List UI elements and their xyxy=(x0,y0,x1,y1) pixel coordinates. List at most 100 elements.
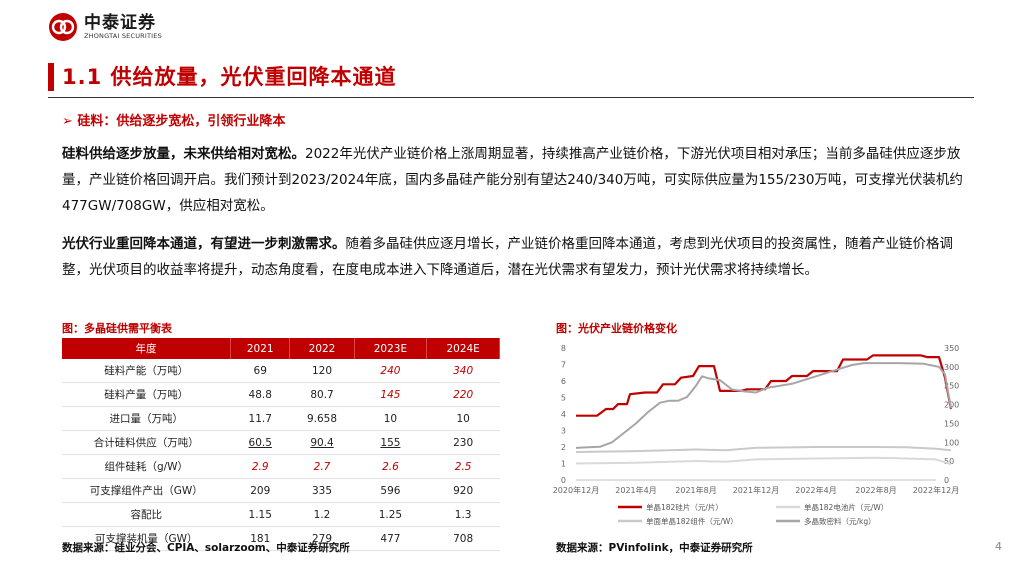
y-left-tick-label: 6 xyxy=(561,377,566,386)
table-source: 数据来源：硅业分会、CPIA、solarzoom、中泰证券研究所 xyxy=(62,542,350,554)
table-cell: 596 xyxy=(354,478,427,503)
y-left-tick-label: 4 xyxy=(561,410,566,419)
table-cell: 279 xyxy=(289,526,355,551)
table-cell: 2.5 xyxy=(426,454,500,479)
table-cell: 920 xyxy=(426,478,500,503)
table-cell: 230 xyxy=(426,430,500,455)
table-cell: 477 xyxy=(354,526,427,551)
table-cell: 209 xyxy=(230,478,290,503)
table-cell: 240 xyxy=(354,359,427,383)
paragraph-2-text: 随着多晶硅供应逐月增长，产业链价格重回降本通道，考虑到光伏项目的投资属性，随着产… xyxy=(62,236,953,278)
legend-label: 多晶致密料（元/kg） xyxy=(804,516,876,526)
title-divider xyxy=(48,97,974,98)
table-cell: 硅料产能（万吨） xyxy=(62,359,231,383)
zhongtai-logo-icon xyxy=(49,13,77,41)
supply-demand-table: 年度 2021 2022 2023E 2024E 硅料产能（万吨） 69 120… xyxy=(62,338,500,551)
table-cell: 1.25 xyxy=(354,502,427,527)
table-cell: 220 xyxy=(426,382,500,407)
title-accent-bar xyxy=(48,63,54,91)
y-left-tick-label: 8 xyxy=(561,344,566,353)
paragraph-2-lead: 光伏行业重回降本通道，有望进一步刺激需求。 xyxy=(62,236,346,252)
table-cell: 120 xyxy=(289,359,355,383)
table-cell: 组件硅耗（g/W） xyxy=(62,454,231,479)
table-cell: 10 xyxy=(426,406,500,431)
y-left-tick-label: 7 xyxy=(561,361,566,370)
y-right-tick-label: 0 xyxy=(944,476,949,485)
x-tick-label: 2021年8月 xyxy=(675,485,716,495)
table-cell: 48.8 xyxy=(230,382,290,407)
paragraph-1-lead: 硅料供给逐步放量，未来供给相对宽松。 xyxy=(62,146,305,162)
chart-caption: 图：光伏产业链价格变化 xyxy=(556,322,677,335)
table-cell: 10 xyxy=(354,406,427,431)
series-line xyxy=(575,446,952,453)
table-row: 硅料产能（万吨） 69 120 240 340 xyxy=(62,359,500,383)
legend-label: 单晶182电池片（元/W） xyxy=(804,502,888,512)
table-row: 合计硅料供应（万吨） 60.5 90.4 155 230 xyxy=(62,430,500,455)
table-header-cell: 2022 xyxy=(289,338,355,359)
table-cell: 1.2 xyxy=(289,502,355,527)
table-cell: 60.5 xyxy=(230,430,290,455)
table-row: 进口量（万吨） 11.7 9.658 10 10 xyxy=(62,406,500,431)
y-right-tick-label: 250 xyxy=(944,382,959,391)
x-tick-label: 2020年12月 xyxy=(553,485,600,495)
x-tick-label: 2021年4月 xyxy=(615,485,656,495)
y-right-tick-label: 50 xyxy=(944,457,954,466)
company-logo: 中泰证券 ZHONGTAI SECURITIES xyxy=(48,12,162,42)
logo-cn-text: 中泰证券 xyxy=(84,12,156,33)
table-header-row: 年度 2021 2022 2023E 2024E xyxy=(62,338,500,359)
table-cell: 155 xyxy=(354,430,427,455)
table-cell: 可支撑装机量（GW） xyxy=(62,526,231,551)
table-cell: 2.9 xyxy=(230,454,290,479)
x-tick-label: 2022年12月 xyxy=(913,485,960,495)
table-row: 容配比 1.15 1.2 1.25 1.3 xyxy=(62,502,500,527)
chart-source: 数据来源：PVinfolink，中泰证券研究所 xyxy=(556,542,753,554)
table-cell: 708 xyxy=(426,526,500,551)
table-cell: 11.7 xyxy=(230,406,290,431)
table-cell: 9.658 xyxy=(289,406,355,431)
table-header-cell: 年度 xyxy=(62,338,231,359)
x-tick-label: 2022年8月 xyxy=(855,485,896,495)
y-left-tick-label: 5 xyxy=(561,394,566,403)
y-right-tick-label: 100 xyxy=(944,438,959,447)
table-cell: 181 xyxy=(230,526,290,551)
table-cell: 1.15 xyxy=(230,502,290,527)
table-row: 硅料产量（万吨） 48.8 80.7 145 220 xyxy=(62,382,500,407)
table-cell: 90.4 xyxy=(289,430,355,455)
table-cell: 容配比 xyxy=(62,502,231,527)
table-cell: 2.6 xyxy=(354,454,427,479)
y-right-tick-label: 350 xyxy=(944,344,959,353)
table-row: 可支撑组件产出（GW） 209 335 596 920 xyxy=(62,478,500,503)
y-right-tick-label: 200 xyxy=(944,401,959,410)
paragraph-2: 光伏行业重回降本通道，有望进一步刺激需求。随着多晶硅供应逐月增长，产业链价格重回… xyxy=(62,231,972,283)
y-left-tick-label: 3 xyxy=(561,427,566,436)
table-cell: 335 xyxy=(289,478,355,503)
series-line xyxy=(575,362,952,449)
paragraph-1-text: 2022年光伏产业链价格上涨周期显著，持续推高产业链价格，下游光伏项目相对承压；… xyxy=(62,146,963,214)
table-cell: 1.3 xyxy=(426,502,500,527)
table-cell: 80.7 xyxy=(289,382,355,407)
x-tick-label: 2022年4月 xyxy=(795,485,836,495)
legend-label: 单面单晶182组件（元/W） xyxy=(646,516,738,526)
paragraph-1: 硅料供给逐步放量，未来供给相对宽松。2022年光伏产业链价格上涨周期显著，持续推… xyxy=(62,141,972,219)
table-cell: 2.7 xyxy=(289,454,355,479)
series-line xyxy=(575,456,952,466)
legend-label: 单晶182硅片（元/片） xyxy=(646,502,723,512)
table-header-cell: 2021 xyxy=(230,338,291,359)
table-caption: 图：多晶硅供需平衡表 xyxy=(62,322,172,335)
table-header-cell: 2023E xyxy=(354,338,428,359)
table-header-cell: 2024E xyxy=(426,338,500,359)
table-cell: 可支撑组件产出（GW） xyxy=(62,478,231,503)
y-left-tick-label: 0 xyxy=(561,476,566,485)
series-line xyxy=(576,354,953,417)
y-left-tick-label: 2 xyxy=(561,443,566,452)
table-row: 组件硅耗（g/W） 2.9 2.7 2.6 2.5 xyxy=(62,454,500,479)
y-left-tick-label: 1 xyxy=(561,460,566,469)
page-number: 4 xyxy=(995,540,1002,553)
table-cell: 340 xyxy=(426,359,500,383)
y-right-tick-label: 300 xyxy=(944,363,959,372)
table-row: 可支撑装机量（GW） 181 279 477 708 xyxy=(62,526,500,551)
logo-en-text: ZHONGTAI SECURITIES xyxy=(84,31,162,40)
y-right-tick-label: 150 xyxy=(944,419,959,428)
table-cell: 合计硅料供应（万吨） xyxy=(62,430,231,455)
table-cell: 69 xyxy=(230,359,290,383)
